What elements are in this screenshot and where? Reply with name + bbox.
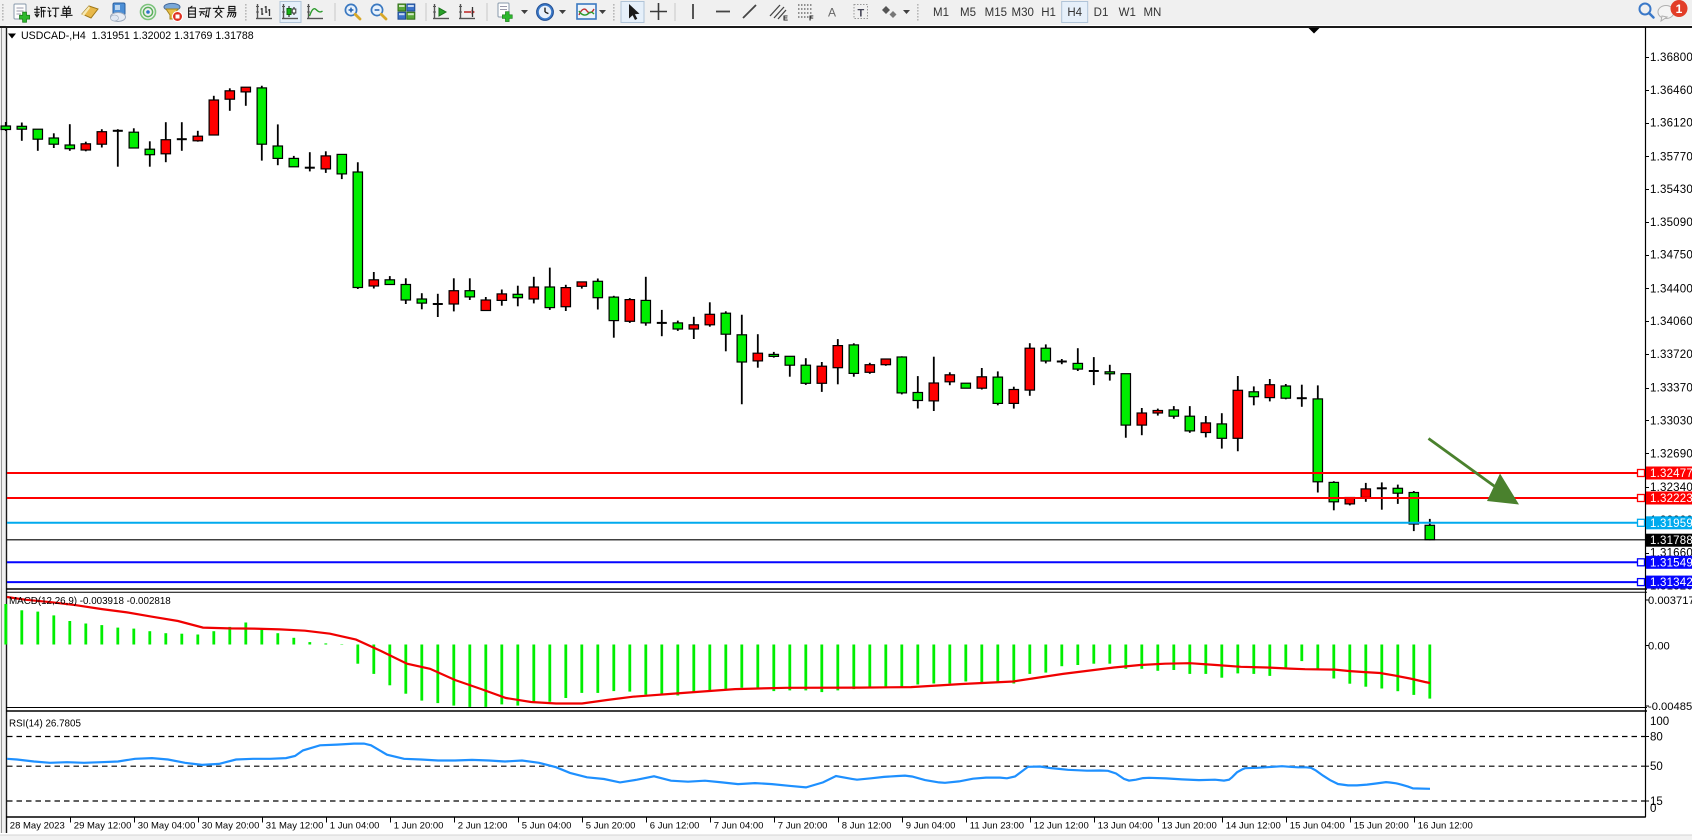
svg-text:1.35430: 1.35430 — [1650, 184, 1692, 196]
svg-text:H1: H1 — [1041, 7, 1056, 19]
svg-text:11 Jun 23:00: 11 Jun 23:00 — [970, 821, 1024, 832]
svg-text:1: 1 — [1676, 2, 1683, 16]
svg-text:1.31342: 1.31342 — [1650, 577, 1692, 589]
svg-text:15: 15 — [1650, 796, 1663, 808]
svg-text:1.34750: 1.34750 — [1650, 250, 1692, 262]
svg-text:1.32477: 1.32477 — [1650, 468, 1692, 480]
svg-text:F: F — [809, 14, 814, 23]
svg-text:1 Jun 20:00: 1 Jun 20:00 — [394, 821, 444, 832]
svg-text:0.003717: 0.003717 — [1648, 595, 1692, 607]
svg-text:31 May 12:00: 31 May 12:00 — [266, 821, 324, 832]
svg-text:T: T — [858, 8, 865, 20]
svg-text:15 Jun 04:00: 15 Jun 04:00 — [1290, 821, 1345, 832]
svg-text:1.36460: 1.36460 — [1650, 85, 1692, 97]
svg-text:RSI(14) 26.7805: RSI(14) 26.7805 — [9, 719, 81, 730]
svg-text:2 Jun 12:00: 2 Jun 12:00 — [458, 821, 508, 832]
svg-text:A: A — [828, 6, 836, 20]
svg-text:100: 100 — [1650, 716, 1669, 728]
svg-text:1 Jun 04:00: 1 Jun 04:00 — [330, 821, 380, 832]
svg-text:28 May 2023: 28 May 2023 — [10, 821, 65, 832]
svg-text:W1: W1 — [1119, 7, 1136, 19]
svg-text:8 Jun 12:00: 8 Jun 12:00 — [842, 821, 892, 832]
svg-text:13 Jun 20:00: 13 Jun 20:00 — [1162, 821, 1217, 832]
svg-text:50: 50 — [1650, 761, 1663, 773]
svg-text:6 Jun 12:00: 6 Jun 12:00 — [650, 821, 700, 832]
svg-text:M15: M15 — [985, 7, 1007, 19]
svg-text:D1: D1 — [1094, 7, 1109, 19]
svg-text:16 Jun 12:00: 16 Jun 12:00 — [1418, 821, 1473, 832]
svg-text:1.33720: 1.33720 — [1650, 349, 1692, 361]
svg-text:5 Jun 20:00: 5 Jun 20:00 — [586, 821, 636, 832]
svg-text:29 May 12:00: 29 May 12:00 — [74, 821, 132, 832]
svg-text:1.31549: 1.31549 — [1650, 557, 1692, 569]
svg-text:12 Jun 12:00: 12 Jun 12:00 — [1034, 821, 1089, 832]
svg-text:15 Jun 20:00: 15 Jun 20:00 — [1354, 821, 1409, 832]
svg-text:0: 0 — [1650, 803, 1656, 815]
svg-text:1.32690: 1.32690 — [1650, 448, 1692, 460]
svg-text:1.35090: 1.35090 — [1650, 217, 1692, 229]
svg-text:H4: H4 — [1067, 7, 1082, 19]
svg-text:14 Jun 12:00: 14 Jun 12:00 — [1226, 821, 1281, 832]
svg-text:9 Jun 04:00: 9 Jun 04:00 — [906, 821, 956, 832]
svg-text:MACD(12,26,9) -0.003918 -0.002: MACD(12,26,9) -0.003918 -0.002818 — [9, 596, 171, 607]
svg-text:5 Jun 04:00: 5 Jun 04:00 — [522, 821, 572, 832]
svg-text:1.31788: 1.31788 — [1650, 535, 1692, 547]
svg-text:M30: M30 — [1012, 7, 1034, 19]
svg-text:1.34060: 1.34060 — [1650, 316, 1692, 328]
svg-text:0.00: 0.00 — [1648, 641, 1670, 653]
svg-text:USDCAD-,H4 1.31951 1.32002 1.: USDCAD-,H4 1.31951 1.32002 1.31769 1.317… — [21, 30, 254, 42]
svg-text:-0.004854: -0.004854 — [1648, 701, 1692, 713]
svg-text:1.35770: 1.35770 — [1650, 151, 1692, 163]
svg-text:1.36800: 1.36800 — [1650, 52, 1692, 64]
svg-text:30 May 04:00: 30 May 04:00 — [138, 821, 196, 832]
svg-text:MN: MN — [1143, 7, 1161, 19]
svg-text:1.32223: 1.32223 — [1650, 493, 1692, 505]
svg-text:1.31959: 1.31959 — [1650, 518, 1692, 530]
svg-text:1.32340: 1.32340 — [1650, 482, 1692, 494]
svg-text:80: 80 — [1650, 732, 1663, 744]
svg-text:M5: M5 — [960, 7, 976, 19]
svg-text:M1: M1 — [933, 7, 949, 19]
svg-text:30 May 20:00: 30 May 20:00 — [202, 821, 260, 832]
svg-text:7 Jun 20:00: 7 Jun 20:00 — [778, 821, 828, 832]
svg-text:1.34400: 1.34400 — [1650, 283, 1692, 295]
svg-text:1.33030: 1.33030 — [1650, 416, 1692, 428]
svg-text:13 Jun 04:00: 13 Jun 04:00 — [1098, 821, 1153, 832]
svg-text:E: E — [783, 14, 788, 23]
svg-text:1.33370: 1.33370 — [1650, 383, 1692, 395]
svg-text:7 Jun 04:00: 7 Jun 04:00 — [714, 821, 764, 832]
svg-text:1.36120: 1.36120 — [1650, 118, 1692, 130]
